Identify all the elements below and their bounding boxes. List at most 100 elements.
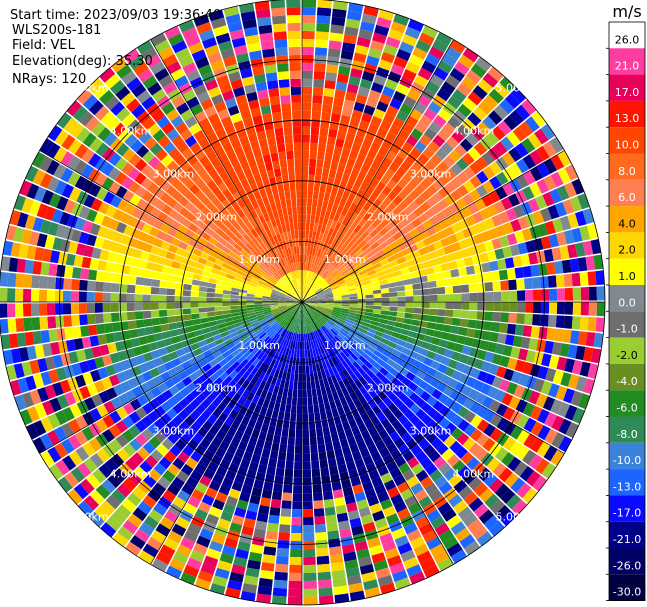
gate-cell <box>559 245 570 260</box>
gate-cell <box>482 166 496 180</box>
gate-cell <box>392 206 403 217</box>
gate-cell <box>426 273 436 282</box>
gate-cell <box>198 339 208 348</box>
gate-cell <box>391 246 402 255</box>
gate-cell <box>389 336 399 344</box>
gate-cell <box>121 162 134 176</box>
gate-cell <box>335 423 344 433</box>
colorbar-swatch <box>609 232 645 259</box>
gate-cell <box>255 438 265 449</box>
gate-cell <box>222 302 231 307</box>
gate-cell <box>237 376 246 386</box>
gate-cell <box>286 282 293 290</box>
gate-cell <box>446 341 456 351</box>
gate-cell <box>247 132 258 143</box>
gate-cell <box>377 202 387 213</box>
gate-cell <box>331 365 339 375</box>
gate-cell <box>456 171 470 184</box>
gate-cell <box>182 308 191 315</box>
gate-cell <box>163 361 175 371</box>
gate-cell <box>262 302 271 305</box>
gate-cell <box>250 183 259 193</box>
gate-cell <box>536 441 551 458</box>
gate-cell <box>337 353 345 362</box>
gate-cell <box>166 420 178 432</box>
gate-cell <box>269 277 278 284</box>
gate-cell <box>131 452 145 466</box>
gate-cell <box>199 317 209 324</box>
gate-cell <box>246 307 255 311</box>
gate-cell <box>336 205 344 215</box>
gate-cell <box>365 184 376 195</box>
ring-label: 2.00km <box>367 210 409 223</box>
gate-cell <box>418 380 430 391</box>
gate-cell <box>291 316 296 324</box>
gate-cell <box>391 264 401 272</box>
gate-cell <box>309 222 315 232</box>
ring-label: 5.00km <box>67 510 109 523</box>
gate-cell <box>363 63 378 75</box>
gate-cell <box>135 354 146 365</box>
gate-cell <box>16 258 27 273</box>
gate-cell <box>405 302 414 308</box>
gate-cell <box>290 290 297 297</box>
gate-cell <box>302 296 308 302</box>
gate-cell <box>122 429 135 443</box>
gate-cell <box>185 244 196 254</box>
gate-cell <box>252 65 265 76</box>
gate-cell <box>115 107 131 122</box>
gate-cell <box>368 47 382 59</box>
gate-cell <box>161 154 174 167</box>
gate-cell <box>447 378 459 389</box>
gate-cell <box>286 452 295 462</box>
gate-cell <box>153 502 168 516</box>
gate-cell <box>147 82 162 96</box>
gate-cell <box>171 190 183 202</box>
gate-cell <box>294 309 299 317</box>
gate-cell <box>48 369 60 384</box>
gate-cell <box>530 405 543 421</box>
gate-cell <box>32 373 45 389</box>
gate-cell <box>286 313 292 321</box>
gate-cell <box>304 246 308 255</box>
gate-cell <box>310 332 315 341</box>
gate-cell <box>431 203 442 215</box>
gate-cell <box>105 387 118 400</box>
gate-cell <box>521 99 537 116</box>
gate-cell <box>40 262 50 276</box>
gate-cell <box>273 192 280 202</box>
gate-cell <box>63 365 75 379</box>
gate-cell <box>366 345 376 354</box>
gate-cell <box>333 295 342 299</box>
gate-cell <box>489 499 505 515</box>
gate-cell <box>344 26 359 37</box>
gate-cell <box>278 305 287 309</box>
gate-cell <box>343 140 353 151</box>
gate-cell <box>294 302 302 305</box>
gate-cell <box>501 452 515 467</box>
gate-cell <box>393 326 403 334</box>
gate-cell <box>317 297 326 300</box>
gate-cell <box>230 174 240 185</box>
gate-cell <box>302 102 312 111</box>
gate-cell <box>266 220 273 230</box>
gate-cell <box>171 134 184 148</box>
gate-cell <box>431 388 443 400</box>
gate-cell <box>188 238 199 248</box>
gate-cell <box>358 29 373 40</box>
gate-cell <box>354 215 363 225</box>
gate-cell <box>365 462 377 473</box>
gate-cell <box>265 284 274 289</box>
gate-cell <box>385 424 396 436</box>
gate-cell <box>254 299 263 302</box>
gate-cell <box>463 180 476 193</box>
gate-cell <box>303 270 306 279</box>
gate-cell <box>430 543 446 558</box>
gate-cell <box>78 303 87 314</box>
gate-cell <box>39 433 54 450</box>
gate-cell <box>137 40 154 55</box>
gate-cell <box>391 331 401 339</box>
gate-cell <box>334 195 342 205</box>
gate-cell <box>171 523 187 537</box>
gate-cell <box>547 204 560 220</box>
